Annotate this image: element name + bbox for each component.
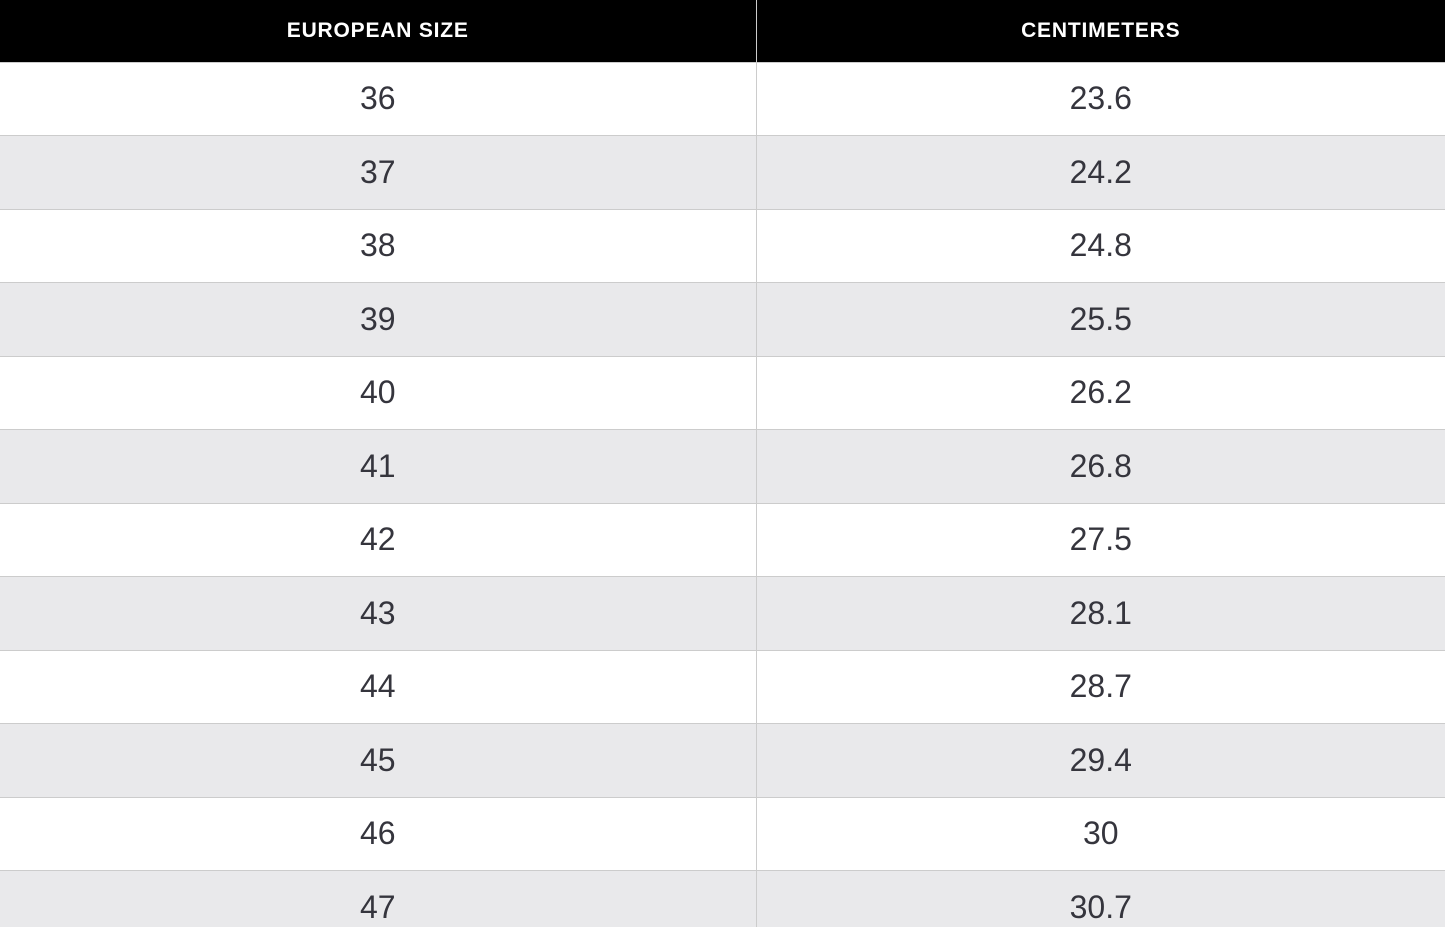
table-row: 46 30 — [0, 797, 1445, 871]
centimeters-cell: 26.2 — [755, 356, 1445, 430]
centimeters-cell: 27.5 — [755, 503, 1445, 577]
table-header: EUROPEAN SIZE CENTIMETERS — [0, 0, 1445, 63]
european-size-cell: 41 — [0, 429, 756, 504]
column-header-european-size: EUROPEAN SIZE — [0, 0, 756, 63]
european-size-cell: 46 — [0, 797, 756, 871]
centimeters-cell: 29.4 — [755, 723, 1445, 798]
centimeters-cell: 25.5 — [755, 282, 1445, 357]
table-row: 40 26.2 — [0, 356, 1445, 430]
european-size-cell: 39 — [0, 282, 756, 357]
table-row: 47 30.7 — [0, 870, 1445, 927]
table-body: 36 23.6 37 24.2 38 24.8 39 25.5 40 26.2 41 26.8 42 27… — [0, 62, 1445, 927]
table-row: 45 29.4 — [0, 723, 1445, 798]
centimeters-cell: 23.6 — [755, 62, 1445, 136]
european-size-cell: 36 — [0, 62, 756, 136]
table-row: 37 24.2 — [0, 135, 1445, 210]
centimeters-cell: 28.7 — [755, 650, 1445, 724]
centimeters-cell: 28.1 — [755, 576, 1445, 651]
centimeters-cell: 30 — [755, 797, 1445, 871]
header-row: EUROPEAN SIZE CENTIMETERS — [0, 0, 1445, 63]
european-size-cell: 44 — [0, 650, 756, 724]
european-size-cell: 38 — [0, 209, 756, 283]
column-header-centimeters: CENTIMETERS — [755, 0, 1445, 63]
centimeters-cell: 30.7 — [755, 870, 1445, 927]
centimeters-cell: 24.2 — [755, 135, 1445, 210]
european-size-cell: 47 — [0, 870, 756, 927]
table-row: 38 24.8 — [0, 209, 1445, 283]
table-row: 42 27.5 — [0, 503, 1445, 577]
european-size-cell: 43 — [0, 576, 756, 651]
table-row: 39 25.5 — [0, 282, 1445, 357]
table-row: 36 23.6 — [0, 62, 1445, 136]
table-row: 41 26.8 — [0, 429, 1445, 504]
table-row: 43 28.1 — [0, 576, 1445, 651]
centimeters-cell: 26.8 — [755, 429, 1445, 504]
european-size-cell: 42 — [0, 503, 756, 577]
european-size-cell: 37 — [0, 135, 756, 210]
european-size-cell: 40 — [0, 356, 756, 430]
centimeters-cell: 24.8 — [755, 209, 1445, 283]
table-row: 44 28.7 — [0, 650, 1445, 724]
european-size-cell: 45 — [0, 723, 756, 798]
